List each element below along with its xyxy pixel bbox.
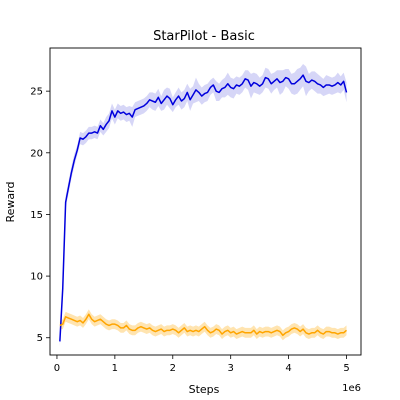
confidence-bands	[59, 64, 347, 347]
series-2-line	[59, 313, 348, 337]
x-axis-ticks: 0 1 2 3 4 5	[54, 355, 350, 374]
chart-title: StarPilot - Basic	[153, 29, 255, 44]
series-lines	[59, 74, 348, 342]
x-tick-label: 2	[170, 363, 176, 374]
y-axis-ticks: 5 10 15 20 25	[30, 87, 50, 344]
plot-frame	[49, 47, 362, 356]
y-axis-label: Reward	[4, 182, 17, 223]
series-2-band	[59, 309, 347, 341]
y-tick-label: 15	[30, 210, 43, 221]
y-tick-label: 5	[37, 333, 43, 344]
x-tick-label: 3	[228, 363, 234, 374]
y-tick-label: 10	[30, 272, 43, 283]
x-tick-label: 0	[54, 363, 60, 374]
x-axis-label: Steps	[189, 383, 220, 396]
x-tick-label: 4	[285, 363, 291, 374]
y-tick-label: 20	[30, 148, 43, 159]
series-1-band	[59, 64, 347, 347]
series-1-line	[59, 74, 348, 342]
x-tick-label: 5	[343, 363, 349, 374]
x-axis-multiplier: 1e6	[342, 383, 361, 394]
y-tick-label: 25	[30, 87, 43, 98]
x-tick-label: 1	[112, 363, 118, 374]
